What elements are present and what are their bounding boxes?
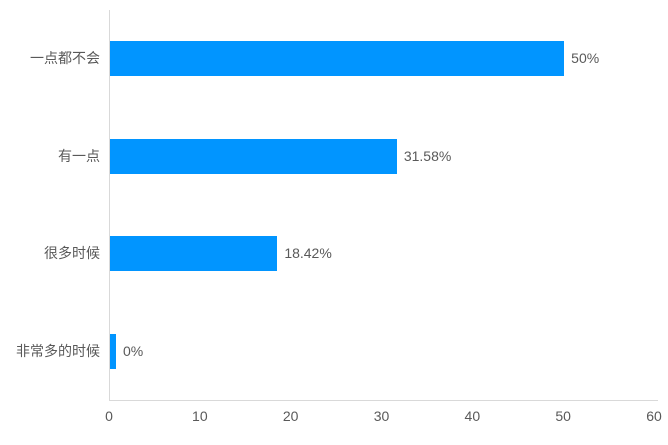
category-label: 很多时候 (44, 245, 100, 262)
value-label: 31.58% (403, 147, 452, 164)
bar (110, 138, 397, 174)
x-tick-label: 40 (464, 408, 481, 424)
bar (110, 41, 565, 77)
y-axis-line (109, 10, 110, 400)
category-label: 一点都不会 (30, 50, 100, 67)
x-tick-label: 50 (555, 408, 571, 424)
bar (110, 236, 278, 272)
x-tick-label: 60 (646, 408, 662, 424)
value-label: 18.42% (284, 245, 332, 262)
x-tick-label: 0 (105, 408, 113, 424)
x-axis-line (109, 400, 658, 401)
x-tick-label: 30 (373, 408, 390, 424)
value-label: 50% (571, 50, 600, 67)
category-label: 有一点 (58, 147, 100, 164)
category-label: 非常多的时候 (16, 342, 100, 359)
bar (110, 333, 116, 369)
x-tick-label: 20 (282, 408, 299, 424)
x-tick-label: 10 (192, 408, 208, 424)
value-label: 0% (123, 342, 144, 359)
